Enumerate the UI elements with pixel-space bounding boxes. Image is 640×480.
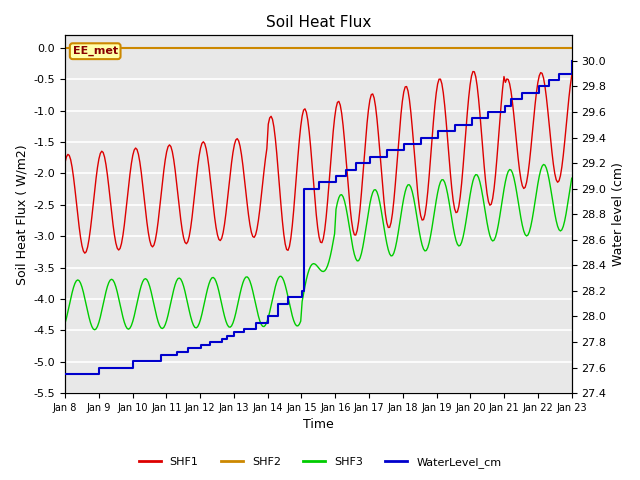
Title: Soil Heat Flux: Soil Heat Flux — [266, 15, 371, 30]
X-axis label: Time: Time — [303, 419, 333, 432]
Y-axis label: Soil Heat Flux ( W/m2): Soil Heat Flux ( W/m2) — [15, 144, 28, 285]
Text: EE_met: EE_met — [72, 46, 118, 56]
Y-axis label: Water level (cm): Water level (cm) — [612, 162, 625, 266]
Legend: SHF1, SHF2, SHF3, WaterLevel_cm: SHF1, SHF2, SHF3, WaterLevel_cm — [134, 452, 506, 472]
